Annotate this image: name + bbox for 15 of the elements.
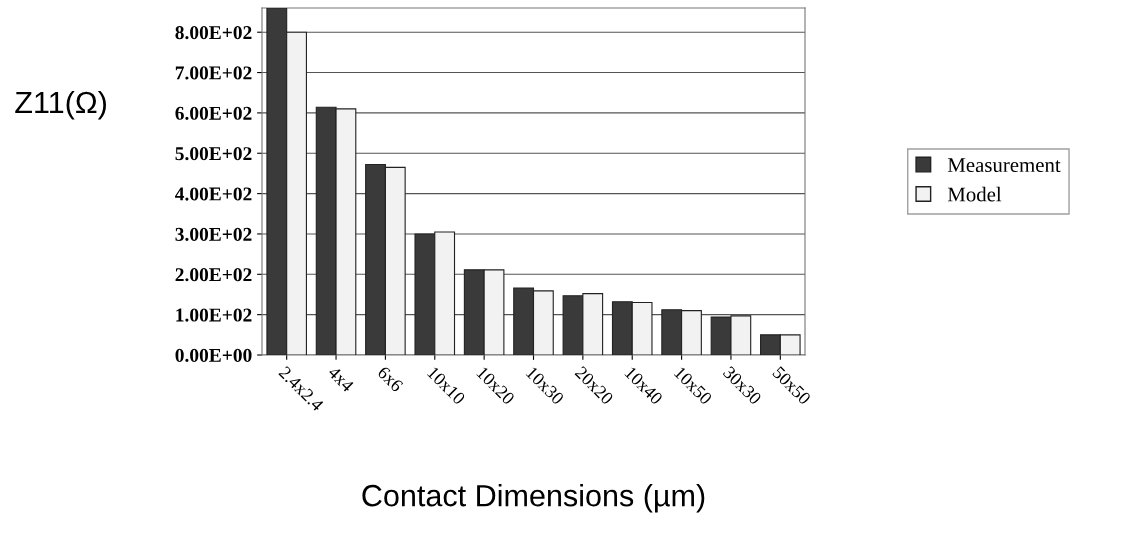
y-tick-label: 0.00E+00	[175, 348, 252, 363]
y-tick-label: 8.00E+02	[175, 26, 252, 40]
y-tick-label: 7.00E+02	[175, 66, 252, 80]
legend-label: Measurement	[947, 158, 1061, 173]
y-tick-label: 3.00E+02	[175, 227, 252, 241]
y-tick-label: 4.00E+02	[175, 187, 252, 201]
legend-label: Model	[947, 186, 1002, 202]
x-tick-label: 6x6	[376, 365, 404, 393]
y-tick-label: 5.00E+02	[175, 147, 252, 161]
y-axis-title: Z11(Ω)	[15, 90, 106, 120]
y-tick-label: 2.00E+02	[175, 268, 252, 282]
x-axis-title: Contact Dimensions (µm)	[362, 484, 705, 513]
y-tick-label: 6.00E+02	[175, 106, 252, 120]
x-tick-label: 4x4	[327, 365, 355, 393]
y-tick-label: 1.00E+02	[176, 308, 252, 322]
